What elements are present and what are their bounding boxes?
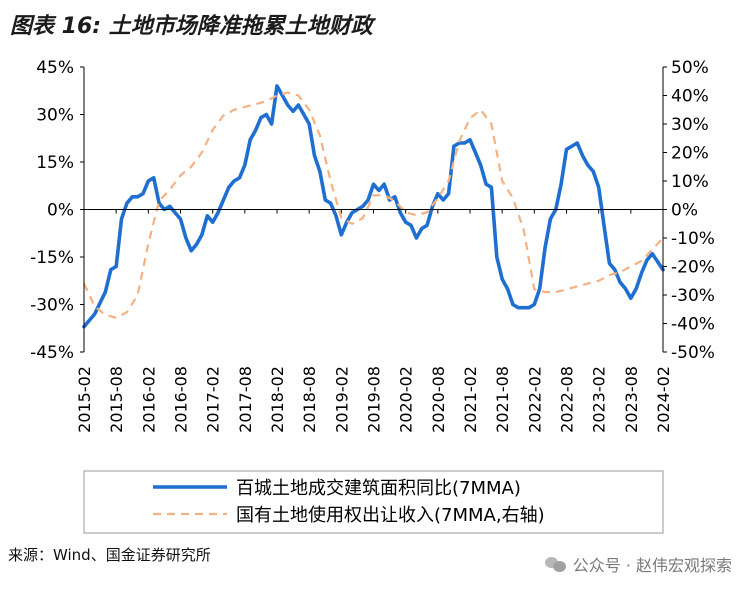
x-tick-label: 2020-02 xyxy=(397,366,416,433)
right-tick-label: -30% xyxy=(671,286,715,306)
x-tick-label: 2018-08 xyxy=(300,366,319,433)
left-tick-label: -30% xyxy=(30,296,74,316)
legend-box xyxy=(83,470,664,534)
right-tick-label: -20% xyxy=(671,258,715,278)
watermark: 公众号 · 赵伟宏观探索 xyxy=(544,552,732,576)
left-tick-label: -15% xyxy=(30,248,74,268)
x-axis: 2015-02 2015-08 2016-02 2016-08 2017-02 2017-… xyxy=(75,209,673,433)
right-tick-label: -40% xyxy=(671,315,715,335)
x-tick-label: 2023-08 xyxy=(622,366,641,433)
legend-label: 国有土地使用权出让收入(7MMA,右轴) xyxy=(236,505,545,526)
x-tick-label: 2016-08 xyxy=(172,366,191,433)
left-tick-label: -45% xyxy=(30,343,74,363)
x-tick-label: 2018-02 xyxy=(268,366,287,433)
series-layer xyxy=(82,84,665,329)
right-tick-label: -50% xyxy=(671,343,715,363)
left-tick-label: 45% xyxy=(36,58,74,78)
source-note: 来源：Wind、国金证券研究所 xyxy=(8,546,211,564)
left-axis: 45% 30% 15% 0% -15% -30% -45% xyxy=(30,58,84,363)
legend-label: 百城土地成交建筑面积同比(7MMA) xyxy=(236,478,521,499)
x-tick-label: 2021-08 xyxy=(493,366,512,433)
x-tick-label: 2019-02 xyxy=(332,366,351,433)
left-tick-label: 0% xyxy=(47,201,74,221)
x-tick-label: 2019-08 xyxy=(365,366,384,433)
wechat-icon xyxy=(544,555,567,573)
land-area-yoy-line xyxy=(82,84,665,329)
x-tick-label: 2022-08 xyxy=(558,366,577,433)
figure-title: 图表 16: 土地市场降准拖累土地财政 xyxy=(10,14,373,39)
x-tick-label: 2015-02 xyxy=(75,366,94,433)
x-tick-label: 2022-02 xyxy=(525,366,544,433)
land-revenue-line xyxy=(83,91,664,319)
right-tick-label: 30% xyxy=(671,115,709,135)
x-tick-label: 2021-02 xyxy=(461,366,480,433)
line-chart: 45% 30% 15% 0% -15% -30% -45% 50% 40% 30% 20% 10% 0… xyxy=(30,58,715,534)
x-tick-label: 2017-08 xyxy=(236,366,255,433)
x-tick-label: 2023-02 xyxy=(590,366,609,433)
right-tick-label: 20% xyxy=(671,144,709,164)
right-axis: 50% 40% 30% 20% 10% 0% -10% -20% -30% -40% -50% xyxy=(663,58,715,363)
right-tick-label: 0% xyxy=(671,201,698,221)
watermark-text: 公众号 · 赵伟宏观探索 xyxy=(572,556,732,575)
right-tick-label: 10% xyxy=(671,172,709,192)
x-tick-label: 2016-02 xyxy=(139,366,158,433)
left-tick-label: 30% xyxy=(36,106,74,126)
legend: 百城土地成交建筑面积同比(7MMA) 国有土地使用权出让收入(7MMA,右轴) xyxy=(83,470,664,534)
right-tick-label: -10% xyxy=(671,229,715,249)
right-tick-label: 50% xyxy=(671,58,709,78)
x-tick-label: 2024-02 xyxy=(654,366,673,433)
x-tick-label: 2020-08 xyxy=(429,366,448,433)
right-tick-label: 40% xyxy=(671,87,709,107)
x-tick-label: 2017-02 xyxy=(204,366,223,433)
x-tick-label: 2015-08 xyxy=(107,366,126,433)
left-tick-label: 15% xyxy=(36,153,74,173)
